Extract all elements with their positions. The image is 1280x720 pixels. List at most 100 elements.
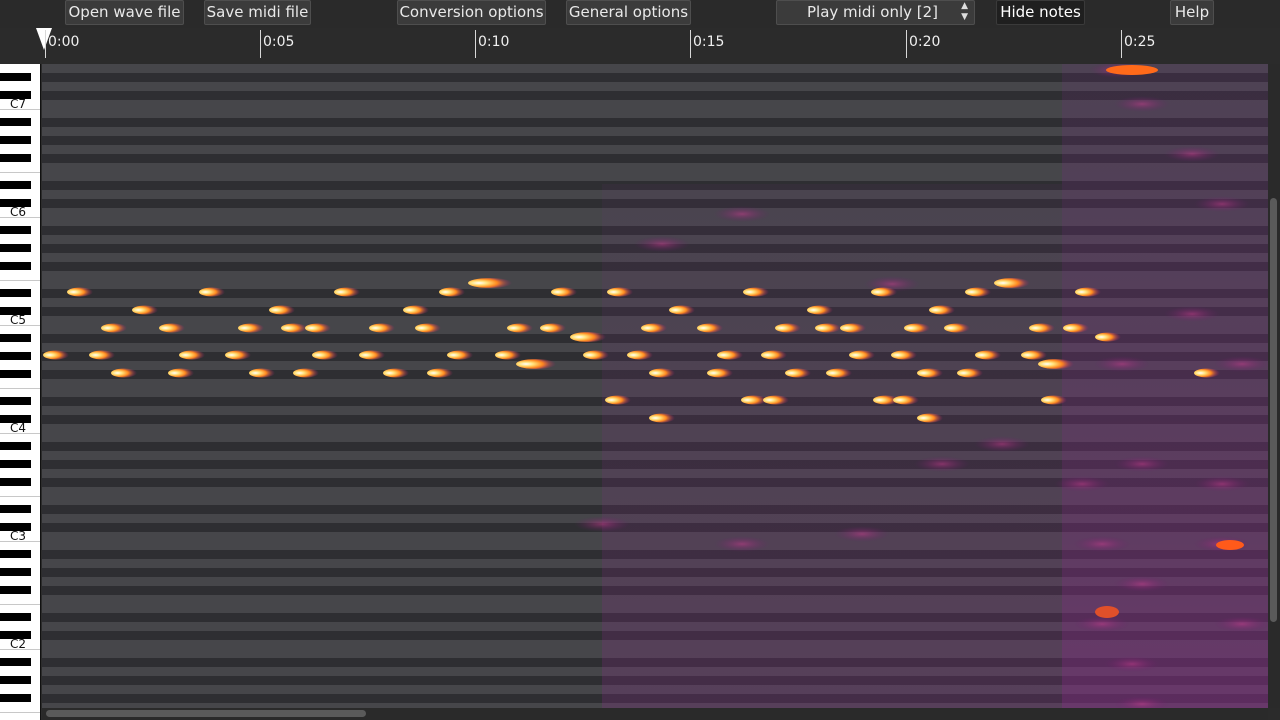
black-key[interactable]: [0, 505, 31, 513]
timeline-ruler[interactable]: 0:00 0:05 0:10 0:15 0:20 0:25: [0, 28, 1280, 64]
black-key[interactable]: [0, 226, 31, 234]
black-key[interactable]: [0, 352, 31, 360]
spectrum-harmonic: [1164, 146, 1220, 162]
play-mode-select[interactable]: Play midi only [2] ▲ ▼: [776, 0, 975, 25]
noise-region: [1062, 64, 1268, 708]
detected-note: [570, 332, 606, 342]
black-key[interactable]: [0, 415, 31, 423]
spectrum-harmonic: [1114, 456, 1170, 472]
save-midi-file-button[interactable]: Save midi file: [204, 0, 311, 25]
white-key-divider: [0, 712, 40, 713]
white-key-divider: [0, 388, 40, 389]
black-key[interactable]: [0, 334, 31, 342]
detected-note: [871, 287, 897, 297]
detected-note: [159, 323, 185, 333]
detected-note: [359, 350, 385, 360]
horizontal-scrollbar-thumb[interactable]: [46, 710, 366, 717]
hide-notes-button[interactable]: Hide notes: [996, 0, 1085, 25]
spectrum-harmonic: [1094, 356, 1150, 372]
detected-note: [761, 350, 787, 360]
white-key-divider: [0, 325, 40, 326]
black-key[interactable]: [0, 694, 31, 702]
piano-keyboard[interactable]: C7 C6 C5 C4 C3 C2: [0, 64, 41, 720]
black-key[interactable]: [0, 118, 31, 126]
open-wave-file-button[interactable]: Open wave file: [65, 0, 184, 25]
spectrum-harmonic: [634, 236, 690, 252]
detected-note: [873, 395, 899, 405]
black-key[interactable]: [0, 568, 31, 576]
spectrum-harmonic: [1114, 576, 1170, 592]
black-key[interactable]: [0, 676, 31, 684]
detected-note: [891, 350, 917, 360]
spectrum-harmonic: [1054, 476, 1110, 492]
detected-note: [1075, 287, 1101, 297]
detected-note: [238, 323, 264, 333]
playhead-marker-icon[interactable]: [36, 28, 52, 50]
spectrogram-overlay: [43, 64, 1268, 708]
white-key-divider: [0, 109, 40, 110]
detected-note: [540, 323, 566, 333]
black-key[interactable]: [0, 613, 31, 621]
timeline-tick-label: 0:00: [48, 34, 80, 50]
white-key-divider: [0, 217, 40, 218]
black-key[interactable]: [0, 154, 31, 162]
pitch-row: [42, 73, 1268, 82]
detected-note: [641, 323, 667, 333]
octave-label-c4: C4: [10, 421, 27, 435]
timeline-tick-label: 0:05: [263, 34, 295, 50]
white-key-divider: [0, 649, 40, 650]
detected-note: [179, 350, 205, 360]
black-key[interactable]: [0, 397, 31, 405]
help-button[interactable]: Help: [1170, 0, 1214, 25]
black-key[interactable]: [0, 307, 31, 315]
vertical-scrollbar[interactable]: [1268, 64, 1280, 708]
spectrum-harmonic: [1104, 656, 1160, 672]
octave-label-c3: C3: [10, 529, 27, 543]
black-key[interactable]: [0, 550, 31, 558]
timeline-tick-label: 0:10: [478, 34, 510, 50]
detected-note: [383, 368, 409, 378]
black-key[interactable]: [0, 199, 31, 207]
detected-note: [627, 350, 653, 360]
detected-note: [697, 323, 723, 333]
black-key[interactable]: [0, 289, 31, 297]
white-key-divider: [0, 280, 40, 281]
black-key[interactable]: [0, 181, 31, 189]
black-key[interactable]: [0, 73, 31, 81]
detected-note: [439, 287, 465, 297]
black-key[interactable]: [0, 460, 31, 468]
black-key[interactable]: [0, 370, 31, 378]
general-options-button[interactable]: General options: [566, 0, 691, 25]
black-key[interactable]: [0, 442, 31, 450]
vertical-scrollbar-thumb[interactable]: [1270, 198, 1277, 622]
detected-note: [815, 323, 841, 333]
toolbar: Open wave file Save midi file Conversion…: [0, 0, 1280, 28]
black-key[interactable]: [0, 631, 31, 639]
black-key[interactable]: [0, 478, 31, 486]
octave-label-c6: C6: [10, 205, 27, 219]
black-key[interactable]: [0, 136, 31, 144]
black-key[interactable]: [0, 586, 31, 594]
detected-note: [893, 395, 919, 405]
spectrogram-piano-roll[interactable]: [42, 64, 1268, 708]
detected-note: [649, 413, 675, 423]
black-key[interactable]: [0, 262, 31, 270]
horizontal-scrollbar[interactable]: [42, 708, 1268, 720]
spectrum-harmonic: [1106, 65, 1158, 75]
pitch-row: [42, 118, 1268, 127]
detected-note: [305, 323, 331, 333]
updown-arrows-icon: ▲ ▼: [961, 1, 968, 22]
black-key[interactable]: [0, 91, 31, 99]
timeline-tick: [906, 30, 907, 58]
black-key[interactable]: [0, 658, 31, 666]
detected-note: [975, 350, 1001, 360]
black-key[interactable]: [0, 523, 31, 531]
spectrum-harmonic: [1114, 696, 1170, 708]
pitch-row: [42, 172, 1268, 181]
detected-note: [607, 287, 633, 297]
detected-note: [826, 368, 852, 378]
spectrum-harmonic: [1074, 536, 1130, 552]
spectrum-harmonic: [1114, 96, 1170, 112]
conversion-options-button[interactable]: Conversion options: [397, 0, 546, 25]
black-key[interactable]: [0, 244, 31, 252]
